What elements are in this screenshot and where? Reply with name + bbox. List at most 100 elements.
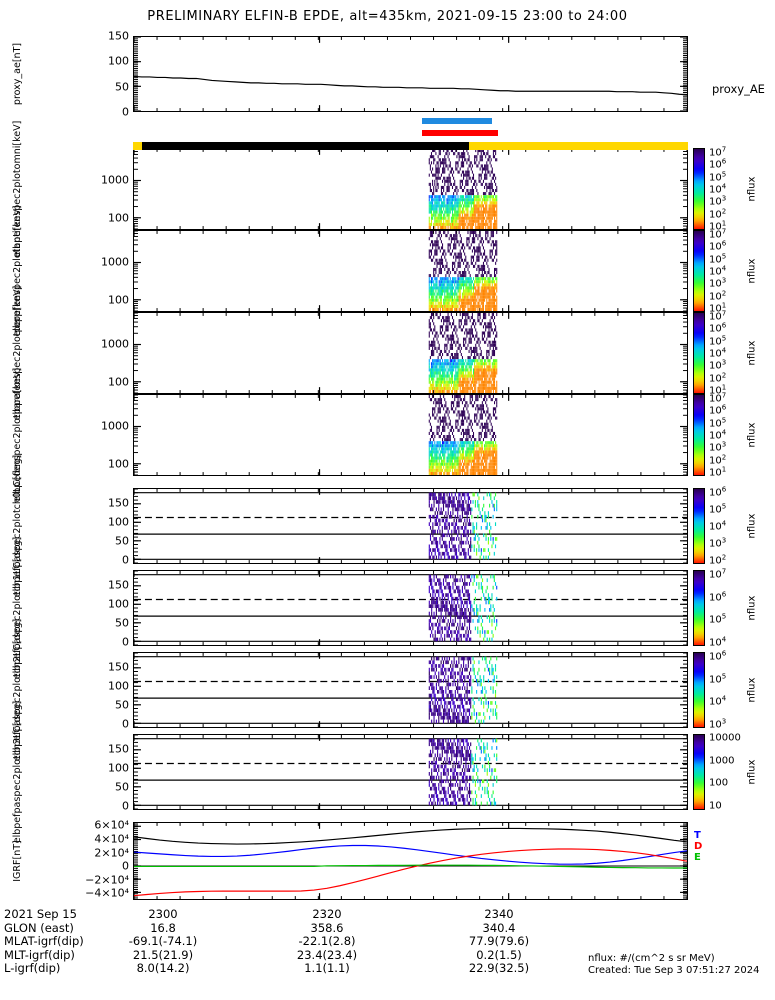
- colorbar-tick-label: 101: [709, 301, 727, 315]
- y-axis-tick-label: −4×10⁴: [85, 886, 129, 900]
- igrf-legend-item: E: [694, 852, 701, 863]
- colorbar-tick-label: 103: [709, 717, 727, 731]
- nflux-units-text: nflux: #/(cm^2 s sr MeV): [588, 953, 715, 964]
- y-axis-tick-label: 0: [122, 553, 129, 567]
- annotation-row: L-igrf(dip) 8.0(14.2) 1.1(1.1) 22.9(32.5): [4, 962, 774, 976]
- colorbar-title: nflux: [746, 258, 758, 284]
- colorbar-tick-label: 103: [709, 194, 727, 208]
- created-timestamp-text: Created: Tue Sep 3 07:51:27 2024: [588, 964, 760, 976]
- colorbar-title: nflux: [746, 340, 758, 366]
- colorbar-pa-ch3lc: [693, 734, 705, 810]
- colorbar-tick-label: 102: [709, 370, 727, 385]
- colorbar-tick-label: 104: [709, 182, 727, 196]
- annotation-cell: 2340: [484, 907, 514, 921]
- colorbar-tick-label: 107: [709, 391, 727, 405]
- colorbar-tick-label: 106: [709, 485, 727, 499]
- annotation-cell: 8.0(14.2): [136, 961, 190, 976]
- colorbar-gradient: [694, 653, 704, 727]
- y-axis-tick-label: 100: [108, 761, 129, 775]
- y-axis-label-part: para: [11, 392, 23, 415]
- colorbar-gradient: [694, 313, 704, 393]
- colorbar-tick-label: 102: [709, 288, 727, 303]
- y-axis-tick-label: 100: [108, 597, 129, 611]
- y-axis-label-part: [keV]: [11, 205, 23, 231]
- y-axis-label-part: pef: [11, 813, 23, 829]
- colorbar-tick-label: 101: [709, 383, 727, 397]
- panel-igrf: [133, 822, 688, 900]
- annotation-cell: -69.1(-74.1): [128, 934, 198, 949]
- annotation-cell: 1.1(1.1): [304, 961, 350, 976]
- y-axis-label-part: ch1LC: [11, 562, 23, 592]
- y-axis-label-part: ch3LC: [11, 726, 23, 756]
- colorbar-tick-label: 105: [709, 612, 727, 626]
- status-bar-red: [422, 130, 499, 136]
- annotation-row: MLAT-igrf(dip) -69.1(-74.1) -22.1(2.8) 77.9…: [4, 935, 774, 949]
- annotation-cell: 0.2(1.5): [476, 947, 522, 962]
- annotation-cell: 77.9(79.6): [468, 934, 530, 949]
- colorbar-tick-label: 10000: [709, 732, 741, 744]
- y-axis-tick-label: 0: [122, 635, 129, 649]
- y-axis-tick-label: 150: [108, 29, 129, 43]
- colorbar-tick-label: 102: [709, 452, 727, 467]
- panel-proxy-ae: [133, 36, 688, 112]
- colorbar-tick-label: 104: [709, 635, 727, 649]
- y-axis-tick-label: 100: [108, 679, 129, 693]
- y-axis-tick-label: 150: [108, 660, 129, 674]
- y-axis-tick-label: 1000: [101, 419, 129, 433]
- y-axis-label-part: [nT]: [11, 42, 23, 63]
- y-axis-tick-label: 100: [108, 515, 129, 529]
- colorbar-tick-label: 10: [709, 800, 722, 812]
- panel-y-axis-label: IGRF [nT]: [12, 840, 24, 881]
- y-axis-label-part: spec2plot: [11, 755, 23, 802]
- y-axis-label-part: ch0LC: [11, 480, 23, 510]
- y-axis-label-part: pa: [11, 801, 23, 814]
- colorbar-tick-label: 105: [709, 502, 727, 516]
- footer-note: nflux: #/(cm^2 s sr MeV) Created: Tue Se…: [588, 953, 760, 976]
- colorbar-tick-label: 107: [709, 145, 727, 159]
- colorbar-pa-ch0lc: [693, 488, 705, 564]
- y-axis-tick-label: 1000: [101, 337, 129, 351]
- status-bar-quality-segment: [133, 142, 142, 150]
- colorbar-tick-label: 106: [709, 157, 727, 171]
- y-axis-tick-label: 6×10⁴: [94, 818, 129, 832]
- panel-pa-ch2lc: [133, 652, 688, 728]
- y-axis-tick-label: 4×10⁴: [94, 832, 129, 846]
- colorbar-tick-label: 104: [709, 264, 727, 278]
- status-bar-quality-segment: [469, 142, 688, 150]
- y-axis-tick-label: −2×10⁴: [85, 873, 129, 887]
- colorbar-tick-label: 105: [709, 251, 727, 266]
- annotation-cell: 23.4(23.4): [296, 947, 358, 962]
- annotation-row-label: MLT-igrf(dip): [4, 947, 75, 962]
- y-axis-label-part: [keV]: [11, 120, 23, 146]
- colorbar-title: nflux: [746, 677, 758, 703]
- colorbar-tick-label: 104: [709, 428, 727, 442]
- colorbar-tick-label: 101: [709, 219, 727, 233]
- colorbar-title: nflux: [746, 176, 758, 202]
- panel-en-anti: [133, 230, 688, 312]
- annotation-cell: 16.8: [150, 920, 176, 935]
- y-axis-tick-label: 100: [108, 211, 129, 225]
- igrf-legend-item: D: [694, 841, 703, 852]
- colorbar-tick-label: 106: [709, 589, 727, 604]
- colorbar-tick-label: 103: [709, 276, 727, 290]
- y-axis-tick-label: 1000: [101, 173, 129, 187]
- igrf-legend-item: T: [694, 830, 701, 841]
- colorbar-tick-label: 1000: [709, 755, 735, 767]
- colorbar-gradient: [694, 395, 704, 475]
- colorbar-title: nflux: [746, 513, 758, 539]
- y-axis-label-part: [deg]: [11, 618, 23, 645]
- annotation-row-label: MLAT-igrf(dip): [4, 934, 84, 949]
- colorbar-gradient: [694, 231, 704, 311]
- y-axis-tick-label: 0: [122, 799, 129, 813]
- y-axis-label-part: perp: [11, 310, 23, 333]
- y-axis-label-part: [keV]: [11, 367, 23, 393]
- proxy-ae-right-label: proxy_AE: [712, 82, 765, 96]
- y-axis-tick-label: 50: [115, 616, 129, 630]
- colorbar-gradient: [694, 149, 704, 229]
- y-axis-label-part: [deg]: [11, 536, 23, 563]
- annotation-cell: 340.4: [482, 920, 516, 935]
- colorbar-title: nflux: [746, 759, 758, 785]
- y-axis-tick-label: 0: [122, 105, 129, 119]
